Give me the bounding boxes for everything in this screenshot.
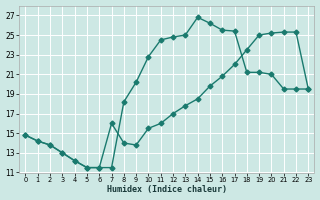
X-axis label: Humidex (Indice chaleur): Humidex (Indice chaleur) — [107, 185, 227, 194]
